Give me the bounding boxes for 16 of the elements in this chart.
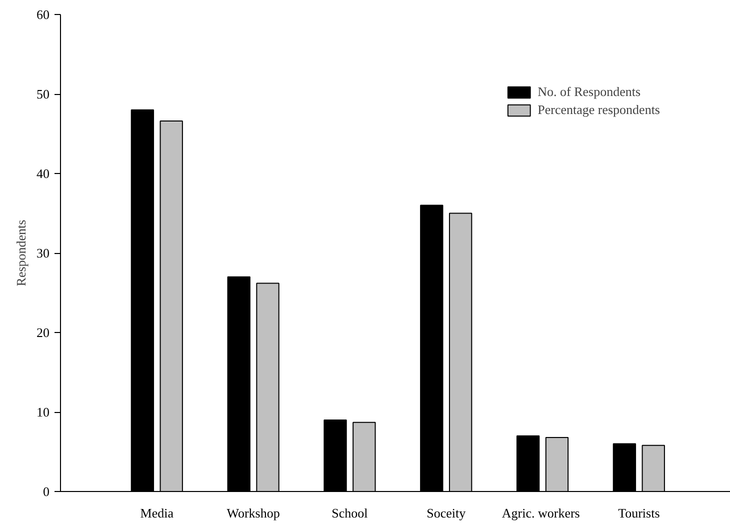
y-tick-label: 60: [36, 7, 50, 22]
y-tick-label: 50: [36, 86, 50, 102]
x-tick-label: School: [332, 506, 368, 520]
x-tick-label: Soceity: [426, 506, 466, 520]
x-tick-label: Agric. workers: [502, 506, 580, 520]
x-tick-label: Tourists: [618, 506, 660, 520]
y-tick-label: 40: [36, 166, 50, 181]
y-tick-label: 30: [36, 246, 50, 260]
y-tick-label: 10: [36, 404, 50, 420]
x-tick-label: Media: [140, 506, 174, 520]
x-tick-label: Workshop: [226, 506, 280, 520]
legend-label: No. of Respondents: [538, 84, 641, 100]
legend-label: Percentage respondents: [538, 102, 660, 118]
y-axis-title: Respondents: [14, 220, 28, 286]
y-tick-label: 20: [36, 325, 50, 340]
y-tick-label: 0: [43, 484, 50, 499]
